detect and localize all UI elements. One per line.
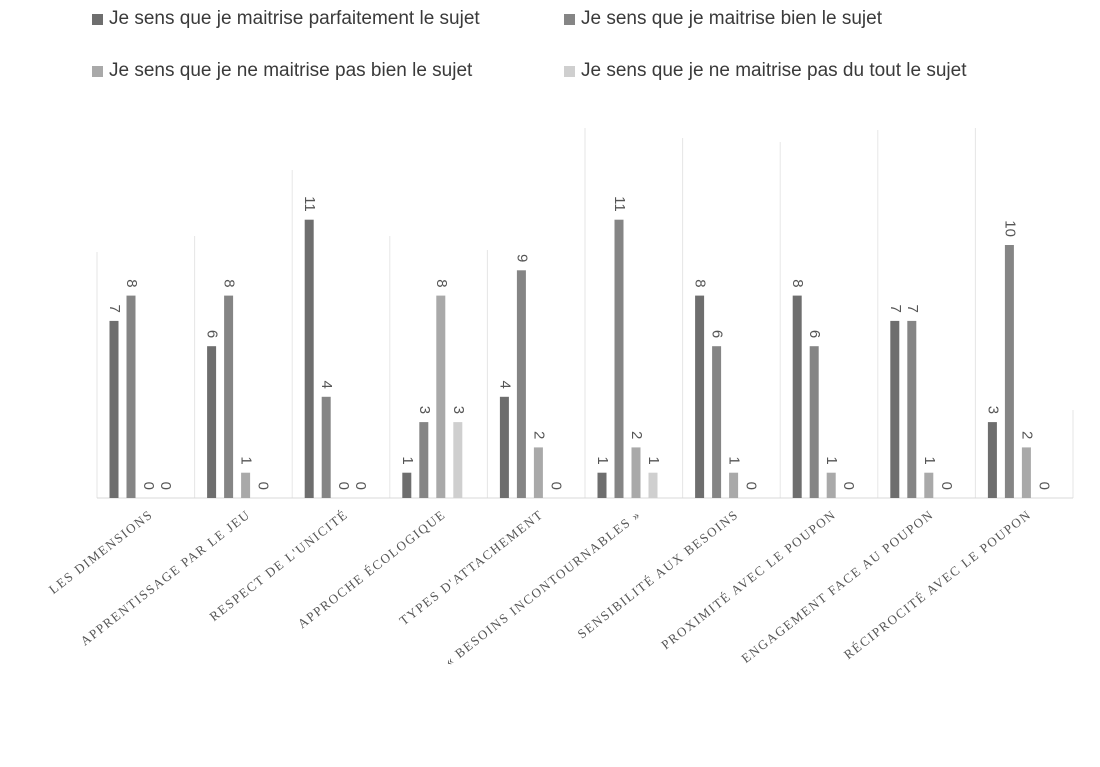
bar [597,472,607,498]
legend-swatch-1 [92,13,103,25]
category-label: APPRENTISSAGE PAR LE JEU [77,507,253,649]
data-label: 1 [645,456,662,464]
bar [826,472,836,498]
bar [241,472,251,498]
legend-item-4: Je sens que je ne maitrise pas du tout l… [564,60,967,82]
data-label: 11 [301,196,318,212]
data-label: 7 [887,305,904,313]
data-label: 11 [611,196,628,212]
data-label: 3 [450,406,467,414]
bar [126,295,136,498]
legend-label-2: Je sens que je maitrise bien le sujet [581,8,882,29]
bar [1021,447,1031,498]
bar [321,396,331,498]
data-label: 2 [1018,431,1035,439]
bar [729,472,739,498]
bar [1004,245,1014,498]
category-label: « BESOINS INCONTOURNABLES » [442,507,644,669]
bar [648,472,658,498]
category-label: ENGAGEMENT FACE AU POUPON [738,507,936,666]
legend-swatch-3 [92,65,103,77]
data-label: 0 [157,482,174,490]
data-label: 0 [840,482,857,490]
bar [631,447,641,498]
data-label: 1 [823,456,840,464]
data-label: 10 [1001,220,1018,237]
bar [109,320,119,498]
category-label: LES DIMENSIONS [46,507,156,597]
legend-swatch-2 [564,13,575,25]
data-label: 0 [938,482,955,490]
data-label: 6 [204,330,221,338]
data-label: 1 [726,456,743,464]
data-label: 8 [123,279,140,287]
data-label: 6 [709,330,726,338]
bar [924,472,934,498]
legend-item-1: Je sens que je maitrise parfaitement le … [92,8,480,30]
category-label: RÉCIPROCITÉ AVEC LE POUPON [841,507,1034,663]
data-label: 0 [352,482,369,490]
bar [453,422,463,498]
bar [402,472,412,498]
bar [499,396,509,498]
bar [436,295,446,498]
bar [987,422,997,498]
data-label: 3 [984,406,1001,414]
bar [907,320,917,498]
data-label: 1 [594,456,611,464]
bar [712,346,722,498]
data-label: 2 [530,431,547,439]
data-label: 7 [904,305,921,313]
data-label: 0 [547,482,564,490]
data-label: 8 [221,279,238,287]
bar [419,422,429,498]
bar [614,219,624,498]
data-label: 0 [1035,482,1052,490]
legend-label-4: Je sens que je ne maitrise pas du tout l… [581,60,967,81]
bar [304,219,314,498]
data-label: 7 [106,305,123,313]
bar [695,295,705,498]
bar [207,346,217,498]
data-label: 1 [399,456,416,464]
data-label: 0 [743,482,760,490]
data-label: 0 [255,482,272,490]
legend-item-2: Je sens que je maitrise bien le sujet [564,8,882,30]
bar [533,447,543,498]
bar [809,346,819,498]
legend-label-1: Je sens que je maitrise parfaitement le … [109,8,480,29]
data-label: 8 [433,279,450,287]
data-label: 8 [692,279,709,287]
legend-label-3: Je sens que je ne maitrise pas bien le s… [109,60,473,81]
data-label: 4 [496,380,513,388]
data-label: 0 [140,482,157,490]
data-label: 2 [628,431,645,439]
category-label: PROXIMITÉ AVEC LE POUPON [658,507,839,653]
data-label: 8 [789,279,806,287]
data-label: 1 [238,456,255,464]
category-label: SENSIBILITÉ AUX BESOINS [574,507,741,642]
legend-swatch-4 [564,65,575,77]
bar [516,270,526,498]
bar [792,295,802,498]
data-label: 9 [513,254,530,262]
bar [890,320,900,498]
data-label: 6 [806,330,823,338]
data-label: 0 [335,482,352,490]
legend-item-3: Je sens que je ne maitrise pas bien le s… [92,60,472,82]
data-label: 1 [921,456,938,464]
data-label: 3 [416,406,433,414]
data-label: 4 [318,380,335,388]
bar [224,295,234,498]
